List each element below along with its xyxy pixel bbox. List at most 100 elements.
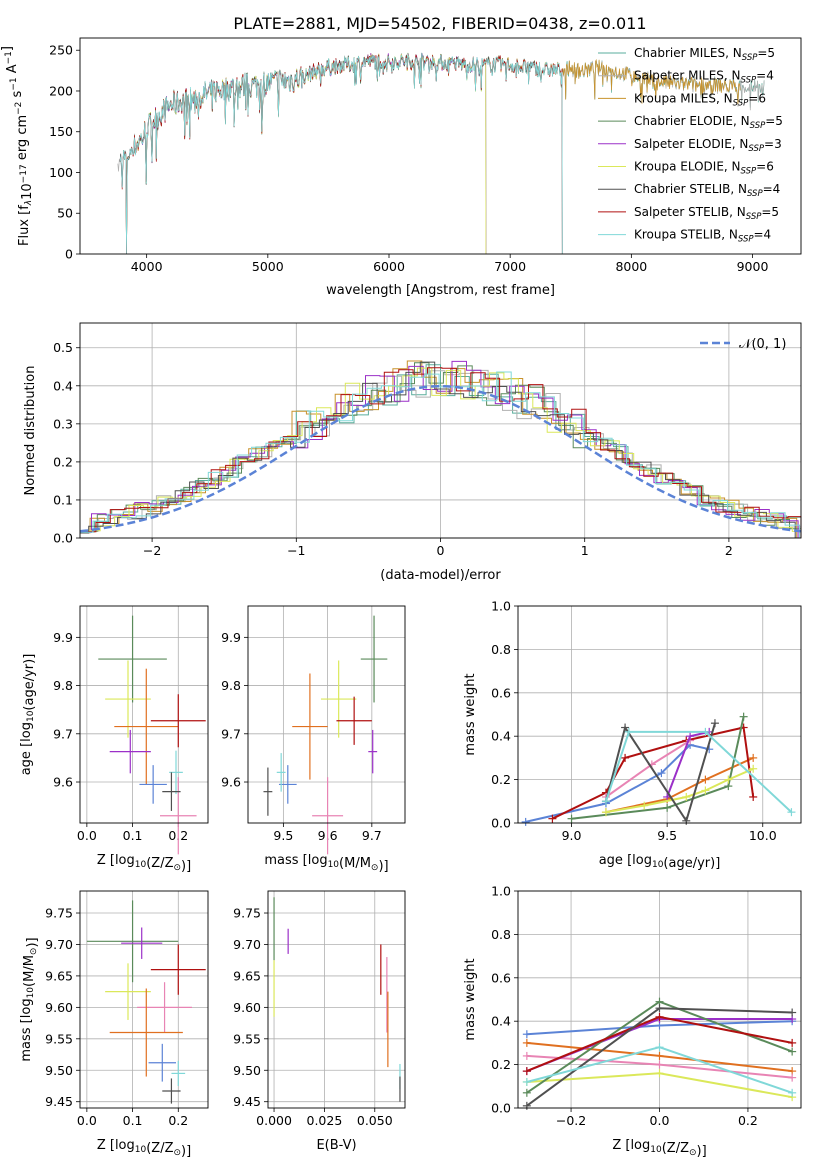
x-tick-label: 2 (725, 543, 733, 558)
legend-entry: Salpeter MILES, NSSP=4 (634, 69, 774, 86)
x-tick-label: 9.5 (657, 828, 677, 843)
y-tick-label: 9.70 (45, 937, 73, 952)
panel-spectrum: 4000 5000 6000 7000 8000 9000 0 50 100 150 200 250 w… (0, 37, 802, 298)
y-tick-label: 0.2 (491, 1057, 511, 1072)
legend-entry: Kroupa STELIB, NSSP=4 (634, 228, 771, 245)
axes-frame (79, 322, 802, 539)
x-tick-label: 1 (581, 543, 589, 558)
y-tick-label: 9.8 (221, 678, 241, 693)
figure-title: PLATE=2881, MJD=54502, FIBERID=0438, z=0… (233, 14, 646, 33)
spectrum-series-line (119, 53, 563, 254)
y-tick-label: 9.6 (53, 775, 73, 790)
x-axis-label: age [log10(age/yr)] (599, 853, 721, 871)
y-tick-label: 0.3 (53, 416, 73, 431)
x-tick-label: −0.2 (556, 1113, 586, 1128)
y-tick-label: 0.0 (491, 1101, 511, 1116)
legend-entry: Chabrier STELIB, NSSP=4 (634, 182, 780, 199)
y-tick-label: 9.9 (221, 630, 241, 645)
weight-line (605, 730, 793, 813)
panel-residuals: −2 −1 0 1 2 0.0 0.1 0.2 0.3 0.4 0.5 𝒩(0, 1) (data-mo… (23, 322, 802, 583)
spectrum-series-line (134, 54, 487, 254)
weight-line (605, 756, 754, 814)
y-tick-label: 0.5 (53, 340, 73, 355)
x-tick-label: 6000 (373, 259, 405, 274)
y-tick-label: 9.45 (233, 1094, 261, 1109)
y-tick-label: 0.8 (491, 642, 511, 657)
x-tick-label: 9.7 (362, 828, 382, 843)
legend-entry: Kroupa MILES, NSSP=6 (634, 91, 766, 108)
x-axis-label: Z [log10(Z/Z⊙)] (612, 1138, 706, 1159)
y-tick-label: 0.6 (491, 685, 511, 700)
x-axis-label: E(B-V) (316, 1138, 356, 1153)
spectrum-series-line (119, 52, 563, 254)
y-tick-label: 0.0 (491, 816, 511, 831)
weight-line (605, 767, 754, 814)
spectrum-series-line (134, 52, 487, 254)
y-tick-label: 0.2 (53, 454, 73, 469)
y-tick-label: 9.45 (45, 1094, 73, 1109)
histogram-step (80, 360, 798, 538)
y-axis-label: age [log10(age/yr)] (19, 654, 37, 776)
x-tick-label: 8000 (615, 259, 647, 274)
y-axis-label: Normed distribution (23, 366, 38, 496)
normal-reference-curve (79, 384, 802, 533)
panel-massweight_vs_age: 9.0 9.5 10.0 0.0 0.2 0.4 0.6 0.8 1.0 age [log10(a… (463, 599, 802, 871)
x-tick-label: 0 (437, 543, 445, 558)
x-tick-label: 9.0 (562, 828, 582, 843)
x-axis-label: (data-model)/error (380, 568, 501, 583)
y-tick-label: 200 (49, 83, 73, 98)
legend-entry: Kroupa ELODIE, NSSP=6 (634, 160, 774, 177)
spectrum-lines (117, 52, 765, 254)
y-tick-label: 9.70 (233, 937, 261, 952)
y-tick-label: 9.9 (53, 630, 73, 645)
x-tick-label: 0.0 (77, 1113, 97, 1128)
histogram-step (80, 371, 801, 538)
y-axis-label: Flux [fλ10−17 erg cm−2 s−1 A−1] (0, 46, 35, 246)
y-tick-label: 9.75 (233, 906, 261, 921)
y-tick-label: 150 (49, 124, 73, 139)
y-tick-label: 0.4 (53, 378, 73, 393)
histogram-step (80, 360, 799, 538)
y-tick-label: 0.0 (53, 531, 73, 546)
axes-frame (79, 890, 209, 1109)
x-axis-label: Z [log10(Z/Z⊙)] (97, 1138, 191, 1159)
axes-frame (79, 605, 209, 824)
legend-entry: 𝒩(0, 1) (739, 337, 786, 352)
y-tick-label: 100 (49, 165, 73, 180)
y-tick-label: 50 (57, 206, 73, 221)
spectrum-series-line (122, 53, 741, 254)
y-tick-label: 9.55 (233, 1031, 261, 1046)
y-tick-label: 9.75 (45, 906, 73, 921)
x-tick-label: 0.0 (650, 1113, 670, 1128)
axes-frame (517, 605, 802, 824)
y-tick-label: 9.60 (233, 1000, 261, 1015)
x-tick-label: 4000 (131, 259, 163, 274)
y-tick-label: 9.65 (45, 968, 73, 983)
x-tick-label: 0.2 (738, 1113, 758, 1128)
axes-frame (267, 890, 406, 1109)
legend-entry: Chabrier MILES, NSSP=5 (634, 46, 775, 63)
x-tick-label: 0.1 (123, 1113, 143, 1128)
x-tick-label: 0.1 (123, 828, 143, 843)
spectrum-series-line (134, 52, 487, 254)
y-tick-label: 0.4 (491, 1014, 511, 1029)
axes-frame (79, 37, 802, 255)
panel-mass_vs_EBV: 0.000 0.025 0.050 9.45 9.50 9.55 9.60 9.65 9.70 9… (233, 890, 406, 1153)
histogram-step (81, 367, 802, 538)
axes-frame (517, 890, 802, 1109)
y-tick-label: 0.4 (491, 729, 511, 744)
spectrum-series-line (119, 52, 563, 254)
histogram-step (80, 361, 796, 538)
legend-entry: Salpeter STELIB, NSSP=5 (634, 205, 779, 222)
x-tick-label: −2 (143, 543, 161, 558)
legend-entry: Chabrier ELODIE, NSSP=5 (634, 114, 783, 131)
weight-line (605, 722, 716, 824)
x-axis-label: Z [log10(Z/Z⊙)] (97, 853, 191, 874)
x-tick-label: 0.0 (77, 828, 97, 843)
y-tick-label: 0.8 (491, 927, 511, 942)
weight-line (551, 726, 755, 820)
y-tick-label: 9.8 (53, 678, 73, 693)
x-tick-label: 5000 (252, 259, 284, 274)
x-tick-label: 9000 (737, 259, 769, 274)
